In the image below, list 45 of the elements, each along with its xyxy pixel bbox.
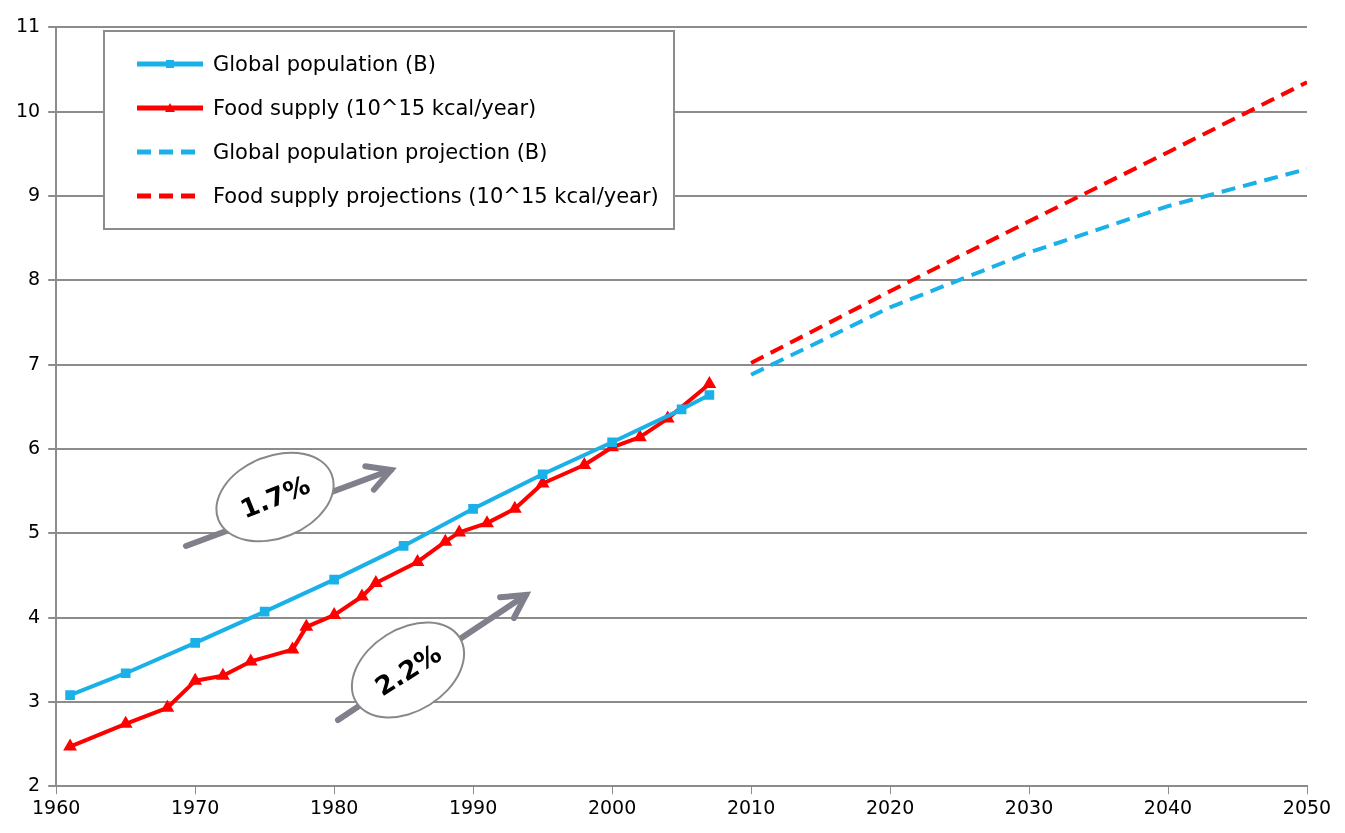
legend-label: Food supply projections (10^15 kcal/year) [213,183,659,210]
x-tick-label: 2030 [1004,795,1054,818]
y-tick-label: 4 [28,604,41,627]
point [190,638,200,648]
y-tick-label: 9 [28,182,41,205]
point [188,672,202,685]
point [161,699,175,712]
point [216,667,230,680]
annotation: 1.7% [235,469,315,525]
point [63,738,77,751]
point [468,503,478,514]
point [259,606,270,617]
y-tick-label: 8 [28,267,41,290]
point [537,469,548,480]
x-tick-label: 2000 [587,795,637,818]
point [65,690,75,700]
y-tick-label: 10 [15,98,41,121]
point [329,574,339,585]
x-tick-label: 2020 [865,795,915,818]
point [607,437,617,448]
x-tick-label: 2010 [726,795,776,818]
point [676,404,687,415]
legend-label: Food supply (10^15 kcal/year) [213,95,537,122]
x-tick-label: 1980 [309,795,359,818]
x-tick-label: 2050 [1282,795,1332,818]
point [509,500,522,513]
y-tick-label: 5 [28,520,41,543]
x-tick-label: 2040 [1143,795,1193,818]
y-tick-label: 11 [15,14,41,37]
y-tick-label: 6 [28,435,41,458]
point [120,715,133,728]
x-tick-label: 1960 [32,795,81,818]
y-tick-label: 7 [28,351,41,374]
legend-label: Global population (B) [213,51,436,78]
x-tick-label: 1970 [170,795,220,818]
y-tick-label: 3 [28,688,41,711]
point [704,390,715,400]
line-series [749,80,1307,365]
point [120,668,131,679]
line-series [749,167,1307,377]
point [398,541,409,551]
x-tick-label: 1990 [448,795,498,818]
y-tick-label: 2 [28,773,41,796]
point [634,431,646,442]
legend-label: Global population projection (B) [213,139,548,166]
